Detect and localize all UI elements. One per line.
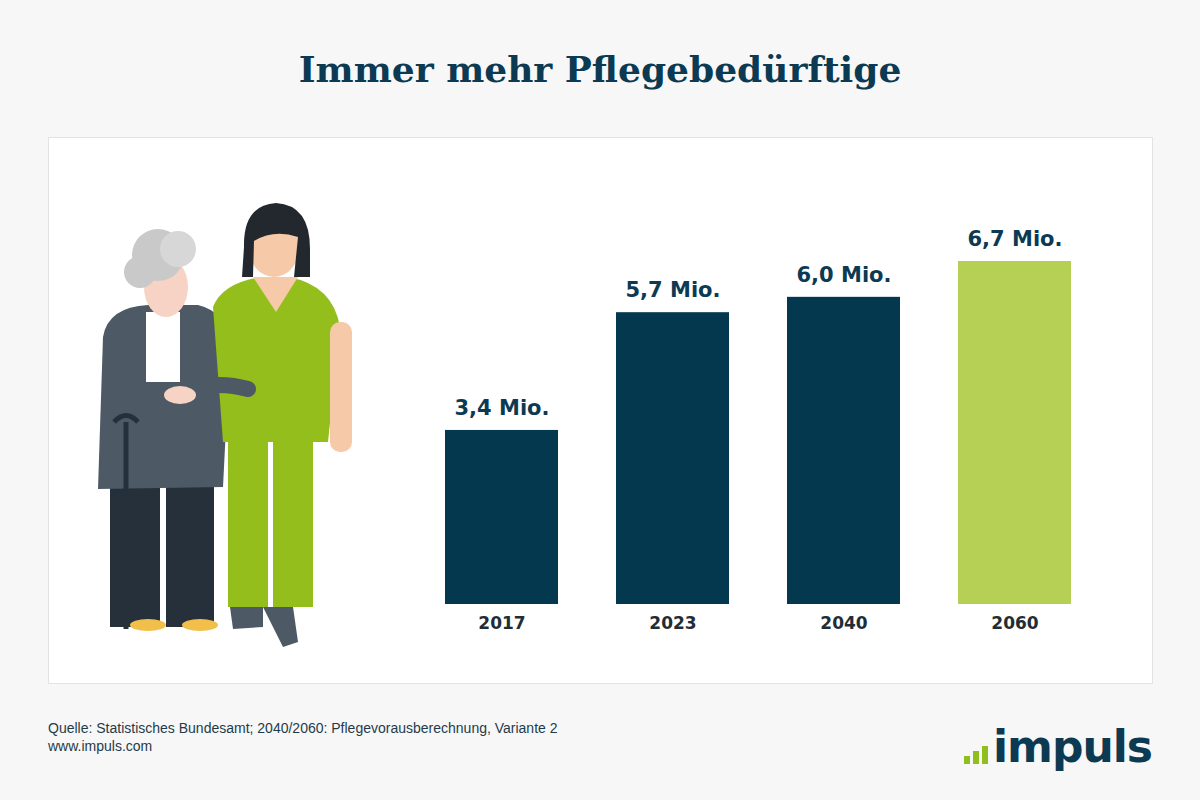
html-text:Immer mehr Pflegebedürftige: Immer mehr Pflegebedürftige bbox=[298, 48, 902, 90]
svg-text:6,7 Mio.: 6,7 Mio. bbox=[967, 227, 1062, 251]
html-text:Quelle: Statistisches Bundesam: Quelle: Statistisches Bundesamt; 2040/20… bbox=[48, 720, 558, 736]
svg-text:2040: 2040 bbox=[820, 613, 867, 633]
html-text:impuls: impuls bbox=[993, 721, 1152, 772]
svg-text:2017: 2017 bbox=[478, 613, 525, 633]
svg-text:6,0 Mio.: 6,0 Mio. bbox=[796, 263, 891, 287]
html-text:www.impuls.com: www.impuls.com bbox=[48, 738, 153, 754]
svg-text:5,7 Mio.: 5,7 Mio. bbox=[625, 278, 720, 302]
svg-text:2060: 2060 bbox=[991, 613, 1038, 633]
svg-text:2023: 2023 bbox=[649, 613, 696, 633]
svg-text:3,4 Mio.: 3,4 Mio. bbox=[454, 396, 549, 420]
